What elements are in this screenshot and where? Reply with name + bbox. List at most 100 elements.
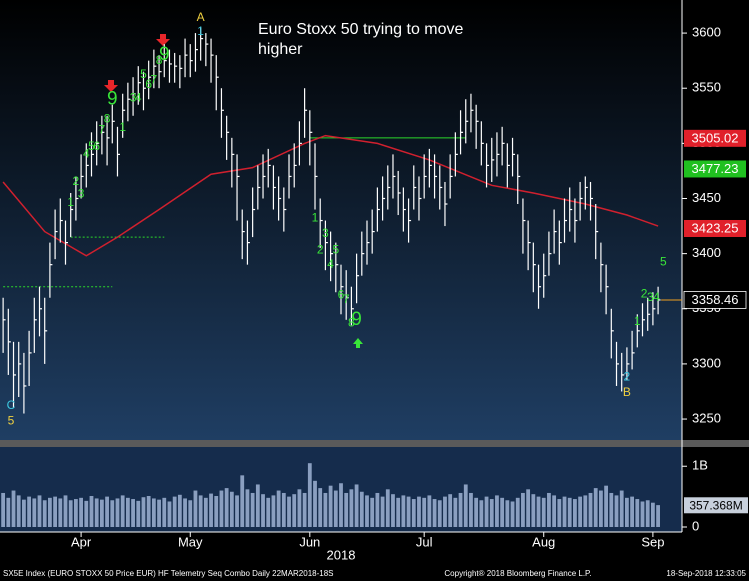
sequence-label: 7: [99, 122, 106, 136]
sequence-label: B: [623, 385, 631, 399]
volume-tag: [684, 497, 748, 514]
volume-bar: [391, 494, 395, 527]
volume-bar: [588, 492, 593, 527]
footer-center: Copyright® 2018 Bloomberg Finance L.P.: [444, 569, 591, 578]
sequence-label: 8: [156, 53, 163, 67]
volume-bar: [463, 484, 468, 527]
volume-bar: [193, 490, 198, 527]
volume-bar: [510, 501, 515, 527]
sequence-label: 5: [88, 139, 95, 153]
volume-tick-label: 1B: [692, 458, 708, 473]
volume-bar: [22, 499, 26, 527]
footer-right: 18-Sep-2018 12:33:05: [666, 569, 746, 578]
volume-bar: [437, 500, 442, 527]
volume-bar: [489, 499, 494, 527]
volume-bar: [313, 480, 317, 527]
volume-bar: [73, 499, 78, 527]
volume-bar: [302, 492, 307, 527]
price-tag-label: 3358.46: [692, 292, 739, 307]
volume-bar: [650, 502, 655, 527]
volume-bar: [469, 492, 473, 527]
volume-bar: [261, 494, 265, 527]
volume-bar: [318, 488, 323, 527]
volume-bar: [99, 499, 104, 527]
volume-bar: [209, 493, 213, 527]
volume-bar: [531, 494, 536, 527]
y-tick-label: 3550: [692, 80, 721, 95]
volume-bar: [567, 497, 572, 527]
sequence-label: 1: [119, 120, 126, 134]
volume-tick-label: 0: [692, 518, 699, 533]
price-tag-label: 3477.23: [692, 161, 739, 176]
volume-bar: [115, 498, 120, 527]
x-tick-label: May: [178, 534, 203, 549]
volume-bar: [333, 490, 338, 527]
volume-bar: [604, 485, 609, 527]
sequence-label: 6: [338, 288, 345, 302]
volume-bar: [365, 495, 369, 527]
sequence-label: 6: [93, 139, 100, 153]
y-tick-label: 3400: [692, 245, 721, 260]
x-axis-label: 2018: [327, 547, 356, 562]
volume-bar: [380, 496, 385, 527]
sequence-label: A: [197, 10, 205, 24]
sequence-label: 6: [145, 77, 152, 91]
sequence-label: 2: [624, 369, 631, 383]
volume-bar: [578, 496, 583, 527]
volume-bar: [11, 490, 16, 527]
sequence-label: 1: [312, 211, 319, 225]
volume-bar: [157, 499, 161, 527]
volume-bar: [229, 491, 234, 527]
volume-bar: [323, 492, 328, 527]
sequence-label: 4: [653, 290, 660, 304]
volume-bar: [105, 496, 109, 527]
volume-bar: [640, 501, 645, 527]
volume-bar: [583, 495, 588, 527]
title-line: higher: [258, 41, 303, 58]
volume-bar: [422, 497, 427, 527]
volume-bar: [614, 495, 619, 527]
volume-bar: [624, 497, 629, 527]
volume-bar: [458, 492, 463, 527]
volume-bar: [79, 497, 83, 527]
volume-bar: [344, 492, 349, 527]
sequence-label: 9: [159, 44, 170, 65]
volume-bar: [328, 485, 333, 527]
volume-bar: [453, 497, 458, 527]
price-panel: [0, 0, 682, 440]
volume-bar: [536, 496, 541, 527]
volume-bar: [479, 500, 484, 527]
volume-bar: [110, 500, 115, 527]
volume-bar: [131, 499, 135, 527]
moving-average: [2, 134, 659, 257]
volume-bar: [250, 492, 255, 527]
volume-bar: [16, 495, 21, 527]
price-tag: [683, 291, 747, 309]
sequence-label: 5: [140, 67, 147, 81]
volume-bar: [1, 492, 6, 527]
sequence-label: 2: [641, 287, 648, 301]
volume-tag-label: 357.368M: [689, 498, 742, 512]
sequence-label: 8: [348, 315, 355, 329]
sequence-label: 5: [660, 255, 667, 269]
volume-bar: [411, 499, 416, 527]
volume-bar: [235, 495, 239, 527]
volume-bar: [547, 492, 551, 527]
panel-separator: [0, 440, 749, 447]
sequence-label: 5: [8, 413, 15, 427]
sequence-label: 9: [107, 88, 118, 109]
volume-bar: [401, 495, 406, 527]
volume-bar: [214, 496, 219, 527]
volume-bar: [63, 495, 68, 527]
volume-bar: [619, 490, 624, 527]
sequence-label: 2: [317, 242, 324, 256]
footer-left: SX5E Index (EURO STOXX 50 Price EUR) HF …: [3, 569, 334, 578]
volume-bar: [609, 492, 614, 527]
volume-bar: [281, 492, 286, 527]
price-tag-label: 3505.02: [692, 130, 739, 145]
volume-bar: [417, 496, 421, 527]
volume-bar: [573, 499, 577, 527]
volume-bar: [562, 496, 567, 527]
volume-bar: [354, 484, 359, 527]
